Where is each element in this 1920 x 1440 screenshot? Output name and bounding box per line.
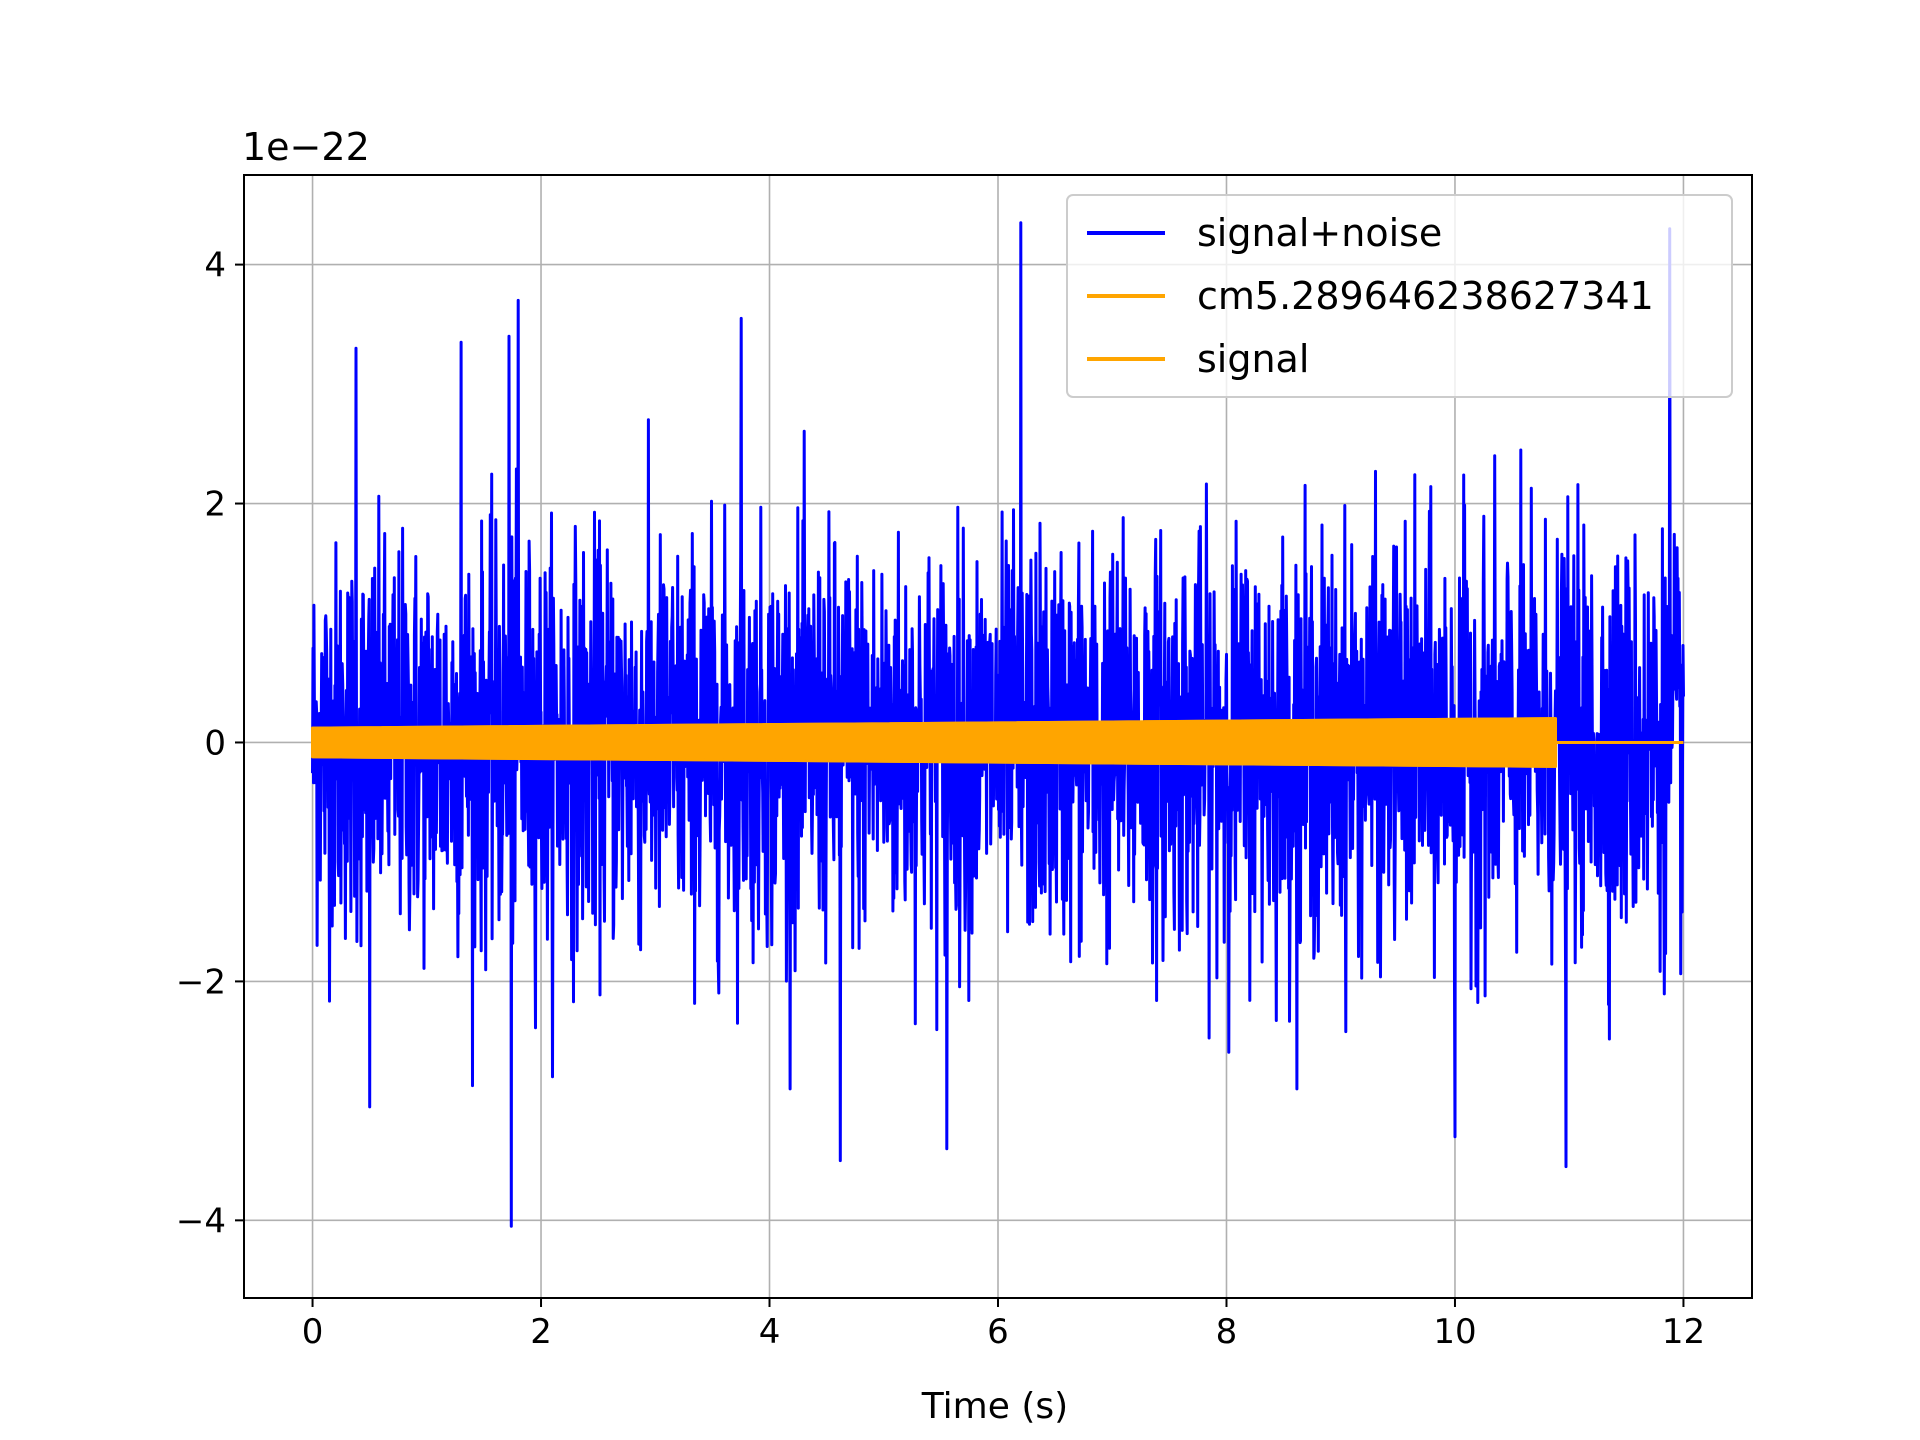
y-tick-label-2: 0 xyxy=(204,723,226,763)
y-tick-label-0: −4 xyxy=(176,1201,226,1241)
legend: signal+noise cm5.289646238627341 signal xyxy=(1066,194,1733,398)
x-tick-label-3: 6 xyxy=(987,1312,1009,1352)
legend-label-2: signal xyxy=(1197,337,1309,381)
y-tick-label-4: 4 xyxy=(204,246,226,286)
legend-label-0: signal+noise xyxy=(1197,211,1442,255)
x-tick-label-0: 0 xyxy=(302,1312,324,1352)
y-tick-label-3: 2 xyxy=(204,485,226,525)
x-tick-label-6: 12 xyxy=(1662,1312,1705,1352)
legend-label-1: cm5.289646238627341 xyxy=(1197,274,1654,318)
y-offset-label: 1e−22 xyxy=(242,125,370,169)
x-tick-label-2: 4 xyxy=(759,1312,781,1352)
series-layer xyxy=(311,221,1685,1228)
x-tick-label-1: 2 xyxy=(530,1312,552,1352)
x-axis-label: Time (s) xyxy=(921,1386,1068,1427)
ticks: 0 2 4 6 8 10 12 −4 −2 0 2 4 xyxy=(176,246,1705,1352)
legend-box xyxy=(1066,194,1733,398)
y-tick-label-1: −2 xyxy=(176,962,226,1002)
x-tick-label-4: 8 xyxy=(1216,1312,1238,1352)
series-signal-band xyxy=(311,717,1557,768)
x-tick-label-5: 10 xyxy=(1433,1312,1476,1352)
